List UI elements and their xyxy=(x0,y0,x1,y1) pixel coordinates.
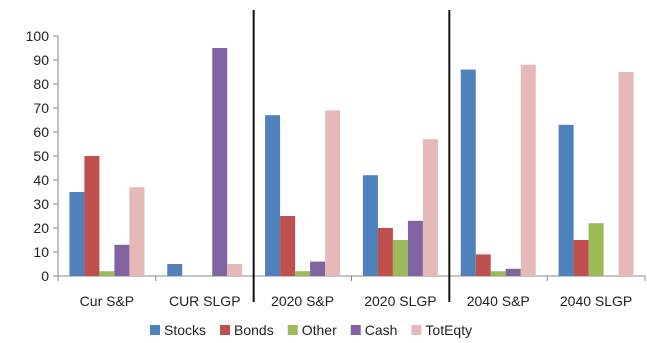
bar-toteqty xyxy=(618,72,634,276)
legend-swatch-bonds xyxy=(220,325,231,335)
bar-toteqty xyxy=(520,64,536,276)
legend-swatch-toteqty xyxy=(411,325,422,335)
y-tick-label: 30 xyxy=(33,196,49,212)
bars xyxy=(69,48,634,277)
bar-toteqty xyxy=(129,187,145,276)
bar-stocks xyxy=(460,69,476,276)
x-tick-label: 2020 SLGP xyxy=(364,293,436,309)
y-tick-label: 50 xyxy=(33,148,49,164)
bar-bonds xyxy=(475,254,491,276)
bar-toteqty xyxy=(325,110,341,277)
y-tick-label: 0 xyxy=(41,268,49,284)
bar-stocks xyxy=(362,175,378,276)
bar-cash xyxy=(505,268,521,276)
bar-bonds xyxy=(84,156,100,276)
bar-other xyxy=(392,240,408,276)
y-tick-label: 60 xyxy=(33,124,49,140)
x-tick-label: 2040 SLGP xyxy=(560,293,632,309)
y-tick-label: 70 xyxy=(33,100,49,116)
bar-cash xyxy=(407,220,423,276)
bar-stocks xyxy=(69,192,85,276)
x-tick-label: Cur S&P xyxy=(80,293,134,309)
bar-toteqty xyxy=(422,139,438,276)
legend-label: TotEqty xyxy=(425,322,472,338)
x-tick-label: 2040 S&P xyxy=(467,293,530,309)
legend-label: Cash xyxy=(365,322,398,338)
y-tick-label: 80 xyxy=(33,76,49,92)
legend-swatch-cash xyxy=(350,325,361,335)
x-tick-label: 2020 S&P xyxy=(271,293,334,309)
bar-stocks xyxy=(265,115,281,276)
y-axis: 0 10 20 30 40 50 60 70 80 90 100 xyxy=(26,28,59,284)
x-axis: Cur S&P CUR SLGP 2020 S&P 2020 SLGP 2040 S&P… xyxy=(57,275,646,309)
bar-bonds xyxy=(280,216,296,276)
bar-toteqty xyxy=(227,264,243,276)
y-tick-label: 40 xyxy=(33,172,49,188)
bar-cash xyxy=(114,244,130,276)
bar-stocks xyxy=(167,264,183,276)
y-tick-label: 100 xyxy=(26,28,50,44)
y-tick-label: 10 xyxy=(33,244,49,260)
bar-stocks xyxy=(558,124,574,276)
legend: Stocks Bonds Other Cash TotEqty xyxy=(150,322,472,338)
x-tick-label: CUR SLGP xyxy=(169,293,241,309)
y-tick-label: 20 xyxy=(33,220,49,236)
bar-other xyxy=(490,271,506,276)
group-separators xyxy=(252,10,451,302)
legend-label: Other xyxy=(302,322,337,338)
bar-cash xyxy=(212,48,228,276)
bar-other xyxy=(295,271,311,276)
bar-bonds xyxy=(377,228,393,276)
legend-swatch-stocks xyxy=(150,325,160,335)
legend-swatch-other xyxy=(287,325,298,335)
bar-other xyxy=(99,271,115,276)
y-tick-label: 90 xyxy=(33,52,49,68)
bar-cash xyxy=(310,261,326,276)
bar-other xyxy=(588,223,604,276)
legend-label: Stocks xyxy=(164,322,206,338)
bar-bonds xyxy=(573,240,589,276)
legend-label: Bonds xyxy=(234,322,274,338)
